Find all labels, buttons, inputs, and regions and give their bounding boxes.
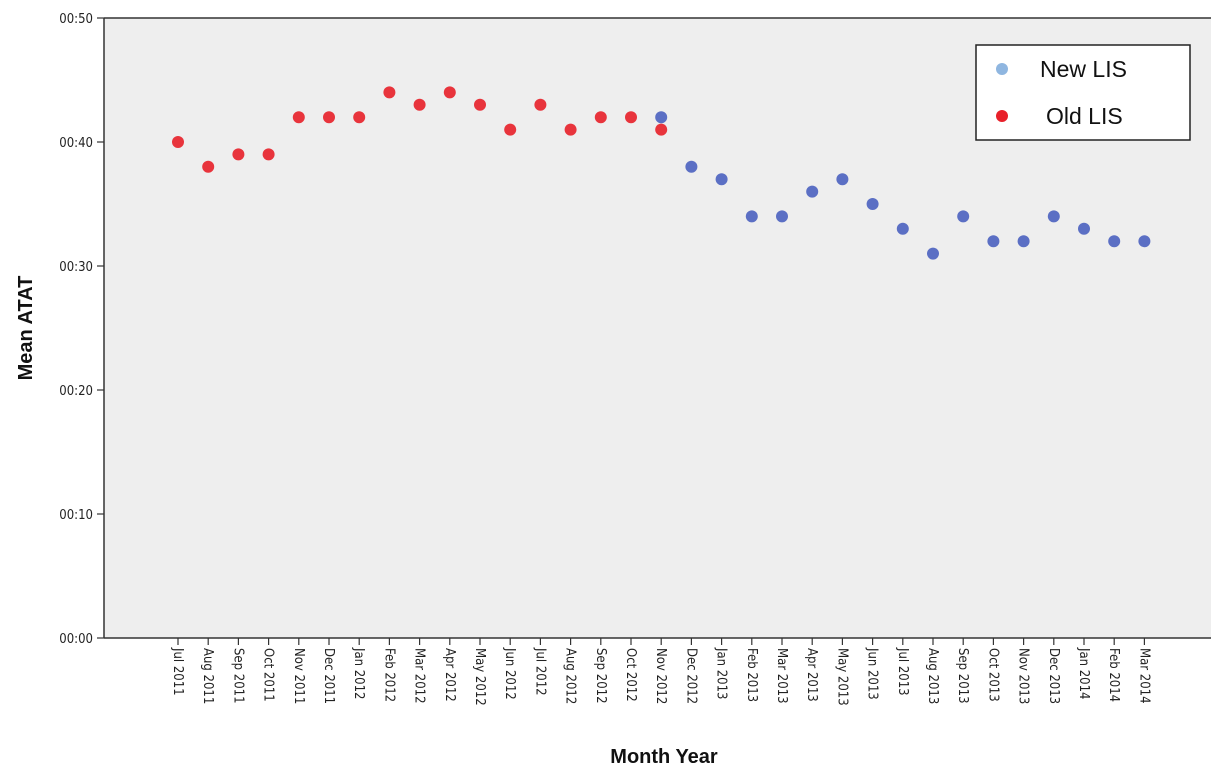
x-tick-label-jul-2012: Jul 2012 [532, 647, 547, 696]
point-new-lis-feb-2013 [745, 210, 758, 223]
point-old-lis-aug-2012 [564, 123, 577, 136]
x-tick-label-mar-2014: Mar 2014 [1136, 648, 1151, 704]
x-tick-label-oct-2013: Oct 2013 [985, 648, 1000, 702]
x-tick-label-jan-2012: Jan 2012 [351, 647, 366, 700]
x-tick-label-aug-2013: Aug 2013 [925, 648, 940, 704]
x-axis-ticks: Jul 2011 Aug 2011 Sep 2011 Oct 2011 Nov 2011… [170, 638, 1151, 706]
x-tick-label-jul-2013: Jul 2013 [895, 647, 910, 696]
x-tick-label-jan-2013: Jan 2013 [714, 647, 729, 700]
x-tick-label-nov-2012: Nov 2012 [653, 648, 668, 704]
point-new-lis-nov-2012 [655, 111, 668, 124]
x-tick-label-apr-2012: Apr 2012 [442, 648, 457, 702]
x-tick-label-mar-2012: Mar 2012 [412, 648, 427, 704]
y-tick-label-00-40: 00:40 [59, 136, 93, 151]
y-tick-label-00-30: 00:30 [59, 260, 93, 275]
point-old-lis-jan-2012 [353, 111, 366, 124]
point-old-lis-nov-2012 [655, 123, 668, 136]
x-tick-label-mar-2013: Mar 2013 [774, 648, 789, 704]
x-tick-label-nov-2013: Nov 2013 [1016, 648, 1031, 704]
x-tick-label-sep-2012: Sep 2012 [593, 648, 608, 704]
x-tick-label-sep-2011: Sep 2011 [230, 648, 245, 704]
point-old-lis-may-2012 [474, 98, 486, 111]
point-old-lis-jul-2012 [534, 98, 547, 111]
point-old-lis-nov-2011 [292, 111, 305, 124]
legend-label-new-lis: New LIS [1040, 56, 1127, 82]
legend-box [975, 44, 1191, 141]
y-tick-label-00-50: 00:50 [59, 12, 93, 27]
point-old-lis-dec-2011 [323, 111, 335, 124]
x-tick-label-dec-2011: Dec 2011 [321, 648, 336, 704]
point-old-lis-feb-2012 [383, 86, 396, 99]
point-new-lis-aug-2013 [927, 247, 939, 260]
point-old-lis-jul-2011 [172, 136, 184, 148]
point-new-lis-nov-2013 [1017, 235, 1030, 248]
point-old-lis-aug-2011 [202, 160, 215, 173]
y-tick-label-00-20: 00:20 [59, 384, 93, 399]
point-old-lis-sep-2011 [232, 148, 245, 161]
point-new-lis-dec-2012 [685, 160, 698, 173]
point-new-lis-jan-2014 [1078, 222, 1090, 235]
x-tick-label-dec-2013: Dec 2013 [1046, 648, 1061, 704]
point-old-lis-sep-2012 [594, 111, 607, 124]
point-new-lis-may-2013 [836, 173, 849, 186]
data-points [172, 86, 1151, 260]
x-tick-label-apr-2013: Apr 2013 [804, 648, 819, 702]
x-tick-label-dec-2012: Dec 2012 [683, 648, 698, 704]
point-new-lis-apr-2013 [806, 185, 819, 198]
x-tick-label-feb-2014: Feb 2014 [1106, 648, 1121, 702]
legend-label-old-lis: Old LIS [1046, 103, 1123, 129]
y-tick-label-00-00: 00:00 [59, 632, 93, 647]
x-tick-label-nov-2011: Nov 2011 [291, 648, 306, 704]
point-old-lis-mar-2012 [413, 98, 426, 111]
point-new-lis-mar-2014 [1138, 235, 1151, 248]
x-tick-label-sep-2013: Sep 2013 [955, 648, 970, 704]
x-tick-label-feb-2013: Feb 2013 [744, 648, 759, 702]
point-new-lis-dec-2013 [1047, 210, 1060, 223]
point-old-lis-apr-2012 [443, 86, 456, 99]
point-new-lis-feb-2014 [1108, 235, 1121, 248]
x-tick-label-aug-2012: Aug 2012 [563, 648, 578, 704]
y-tick-label-00-10: 00:10 [59, 508, 93, 523]
point-new-lis-sep-2013 [957, 210, 970, 223]
point-new-lis-jun-2013 [866, 198, 879, 210]
x-tick-label-feb-2012: Feb 2012 [381, 648, 396, 702]
point-new-lis-oct-2013 [987, 235, 1000, 248]
legend-marker-old-lis [996, 110, 1008, 122]
y-axis-ticks: 00:00 00:10 00:20 00:30 00:40 00:50 [59, 12, 104, 647]
x-tick-label-jan-2014: Jan 2014 [1076, 647, 1091, 700]
point-old-lis-oct-2012 [625, 111, 637, 124]
x-tick-label-jul-2011: Jul 2011 [170, 647, 185, 696]
point-new-lis-mar-2013 [776, 210, 788, 223]
legend-marker-new-lis [996, 63, 1008, 75]
x-tick-label-oct-2011: Oct 2011 [261, 648, 276, 702]
x-tick-label-jun-2012: Jun 2012 [502, 647, 517, 700]
point-new-lis-jan-2013 [715, 173, 728, 186]
point-old-lis-oct-2011 [262, 148, 275, 161]
x-tick-label-may-2013: May 2013 [834, 648, 849, 706]
y-axis-title: Mean ATAT [15, 276, 37, 381]
point-new-lis-jul-2013 [896, 222, 909, 235]
legend: New LIS Old LIS [975, 44, 1191, 141]
x-tick-label-aug-2011: Aug 2011 [200, 648, 215, 704]
point-old-lis-jun-2012 [504, 123, 517, 136]
x-axis-title: Month Year [610, 746, 718, 766]
x-tick-label-oct-2012: Oct 2012 [623, 648, 638, 702]
x-tick-label-jun-2013: Jun 2013 [865, 647, 880, 700]
x-tick-label-may-2012: May 2012 [472, 648, 487, 706]
